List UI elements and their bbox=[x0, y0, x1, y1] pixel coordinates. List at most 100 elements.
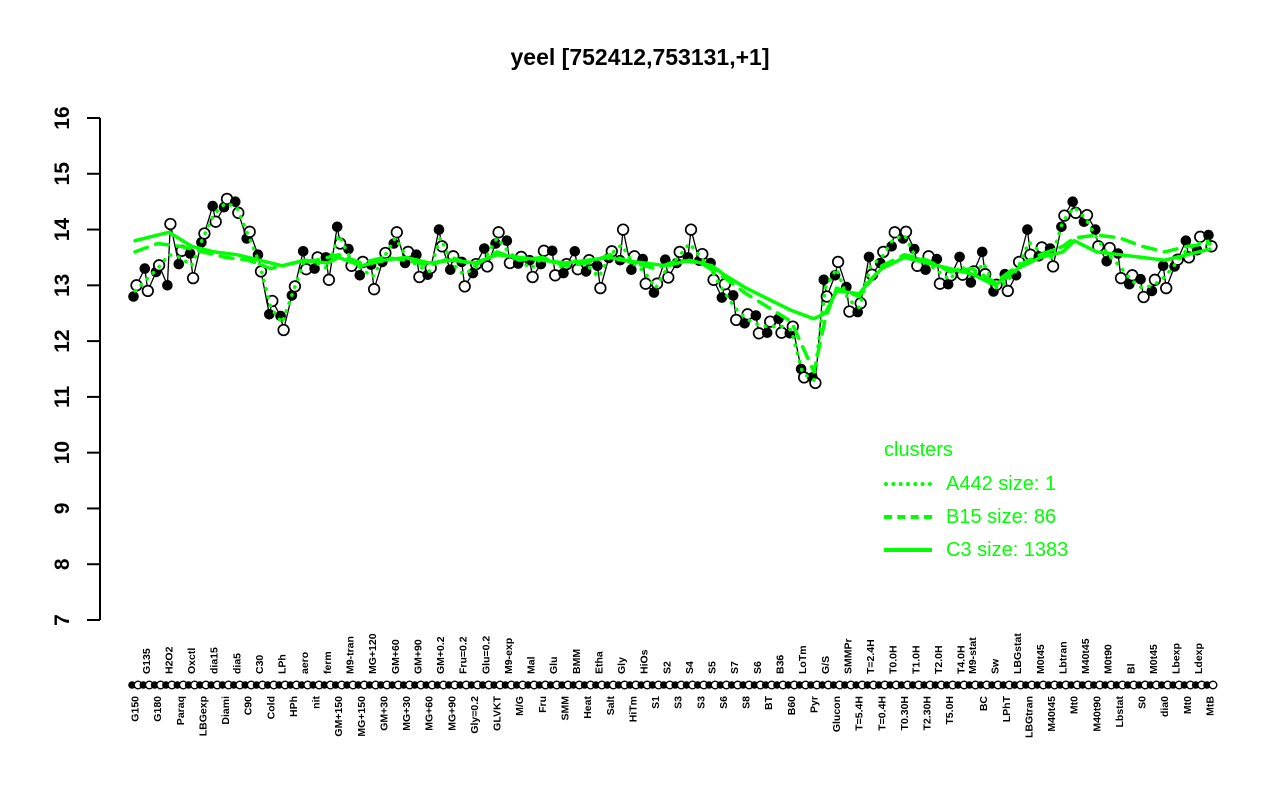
condition-label: Mal bbox=[526, 656, 538, 674]
data-point-filled bbox=[331, 221, 343, 233]
condition-label: MG+30 bbox=[401, 696, 413, 731]
strip-dot-filled bbox=[829, 681, 838, 689]
condition-label: B36 bbox=[775, 655, 787, 674]
condition-label: Etha bbox=[593, 651, 605, 674]
condition-label: M9-exp bbox=[503, 638, 515, 674]
strip-dot-filled bbox=[1078, 681, 1087, 689]
data-point-open bbox=[186, 271, 200, 285]
strip-dot-filled bbox=[626, 681, 634, 689]
condition-label: Paraq bbox=[175, 696, 187, 725]
y-axis: 7 8 9 10 11 12 13 14 15 16 bbox=[51, 106, 101, 626]
strip-dot-filled bbox=[1022, 681, 1030, 689]
strip-dot-filled bbox=[671, 681, 679, 689]
strip-dot-filled bbox=[331, 681, 340, 689]
data-point-open bbox=[1001, 284, 1014, 298]
data-point-filled bbox=[626, 264, 637, 276]
condition-label: LBGtran bbox=[1023, 696, 1035, 738]
condition-label: T1.0H bbox=[910, 645, 922, 674]
condition-label: S8 bbox=[741, 696, 753, 709]
condition-label: T=2.4H bbox=[865, 639, 877, 674]
condition-label: Sw bbox=[990, 658, 1002, 674]
y-tick-label: 13 bbox=[51, 274, 74, 297]
condition-label: Mt0 bbox=[1069, 696, 1081, 714]
condition-label: dia5 bbox=[231, 653, 243, 674]
strip-dot-filled bbox=[897, 681, 906, 689]
condition-label: S0 bbox=[1137, 696, 1149, 709]
data-point-filled bbox=[433, 224, 445, 235]
condition-label: M40t45 bbox=[1046, 696, 1058, 732]
data-point-filled bbox=[931, 253, 943, 265]
condition-label: S2 bbox=[661, 661, 673, 674]
legend-entry-label: C3 size: 1383 bbox=[946, 539, 1069, 561]
y-tick-label: 7 bbox=[51, 614, 74, 626]
data-point-filled bbox=[230, 196, 241, 207]
strip-dot-filled bbox=[1124, 681, 1132, 689]
condition-label: M0t90 bbox=[1103, 644, 1115, 674]
data-point-open bbox=[831, 255, 845, 269]
data-point-open bbox=[322, 273, 336, 286]
cluster-line-a442-dotted bbox=[133, 201, 1212, 382]
legend-entry: B15 size: 86 bbox=[884, 507, 1068, 527]
data-point-filled bbox=[739, 318, 750, 329]
strip-dot-filled bbox=[931, 681, 940, 689]
strip-dot-filled bbox=[162, 681, 170, 689]
data-point-open bbox=[277, 323, 290, 337]
strip-dot-filled bbox=[1146, 681, 1155, 689]
condition-label: SMMPr bbox=[842, 638, 854, 674]
condition-label: M40t45 bbox=[1080, 638, 1092, 674]
strip-dot-filled bbox=[196, 681, 204, 689]
strip-dot-filled bbox=[377, 681, 385, 689]
strip-dot-filled bbox=[524, 681, 532, 689]
condition-label: B60 bbox=[786, 696, 798, 715]
data-point-filled bbox=[309, 263, 320, 274]
data-point-filled bbox=[501, 235, 513, 246]
condition-label: T4.0H bbox=[956, 645, 968, 674]
data-point-open bbox=[616, 223, 630, 236]
strip-dot-filled bbox=[761, 681, 770, 689]
strip-dot-filled bbox=[852, 681, 860, 689]
strip-dot-filled bbox=[286, 681, 295, 689]
condition-label: M/G bbox=[514, 696, 526, 716]
data-point-filled bbox=[1157, 260, 1169, 272]
condition-label: T2.0H bbox=[933, 645, 945, 674]
condition-label: C30 bbox=[254, 655, 266, 674]
strip-dot-filled bbox=[490, 681, 498, 689]
strip-dot-filled bbox=[1033, 681, 1042, 689]
condition-label: MtB bbox=[1205, 696, 1217, 716]
condition-label: G150 bbox=[130, 696, 142, 722]
strip-dot-filled bbox=[592, 681, 600, 689]
condition-label: G135 bbox=[141, 648, 153, 674]
condition-label: Ldexp bbox=[1193, 643, 1205, 674]
condition-label: Diami bbox=[220, 696, 232, 725]
condition-label: M40t90 bbox=[1091, 696, 1103, 732]
legend-entry: C3 size: 1383 bbox=[884, 540, 1068, 560]
strip-dot-filled bbox=[942, 681, 951, 689]
strip-dot-filled bbox=[750, 681, 759, 689]
strip-dot-filled bbox=[128, 681, 136, 689]
strip-dot-filled bbox=[1090, 681, 1098, 689]
data-point-open bbox=[492, 226, 505, 239]
strip-dot-filled bbox=[479, 681, 487, 689]
condition-label: LoTm bbox=[797, 645, 809, 674]
strip-dot-filled bbox=[1180, 681, 1189, 689]
data-point-filled bbox=[173, 258, 185, 270]
data-point-filled bbox=[761, 327, 773, 339]
condition-label: GM+0.2 bbox=[435, 636, 447, 674]
condition-label: Gly=0.2 bbox=[469, 696, 481, 734]
strip-dot-filled bbox=[999, 681, 1008, 689]
data-point-filled bbox=[592, 260, 603, 272]
strip-dot-filled bbox=[456, 681, 465, 689]
condition-label: M0t45 bbox=[1035, 644, 1047, 674]
strip-dot-filled bbox=[218, 681, 227, 689]
data-point-open bbox=[164, 217, 177, 231]
strip-dot-filled bbox=[648, 681, 657, 689]
condition-label: LBGstat bbox=[1012, 633, 1024, 674]
strip-dot-filled bbox=[433, 681, 442, 689]
condition-label: S3 bbox=[695, 696, 707, 709]
strip-dot-filled bbox=[614, 681, 623, 689]
strip-dot-filled bbox=[875, 681, 883, 689]
legend: clusters A442 size: 1 B15 size: 86 C3 si… bbox=[884, 440, 1068, 573]
y-tick-label: 11 bbox=[51, 385, 74, 408]
cluster-line-c3-solid bbox=[133, 230, 1212, 321]
